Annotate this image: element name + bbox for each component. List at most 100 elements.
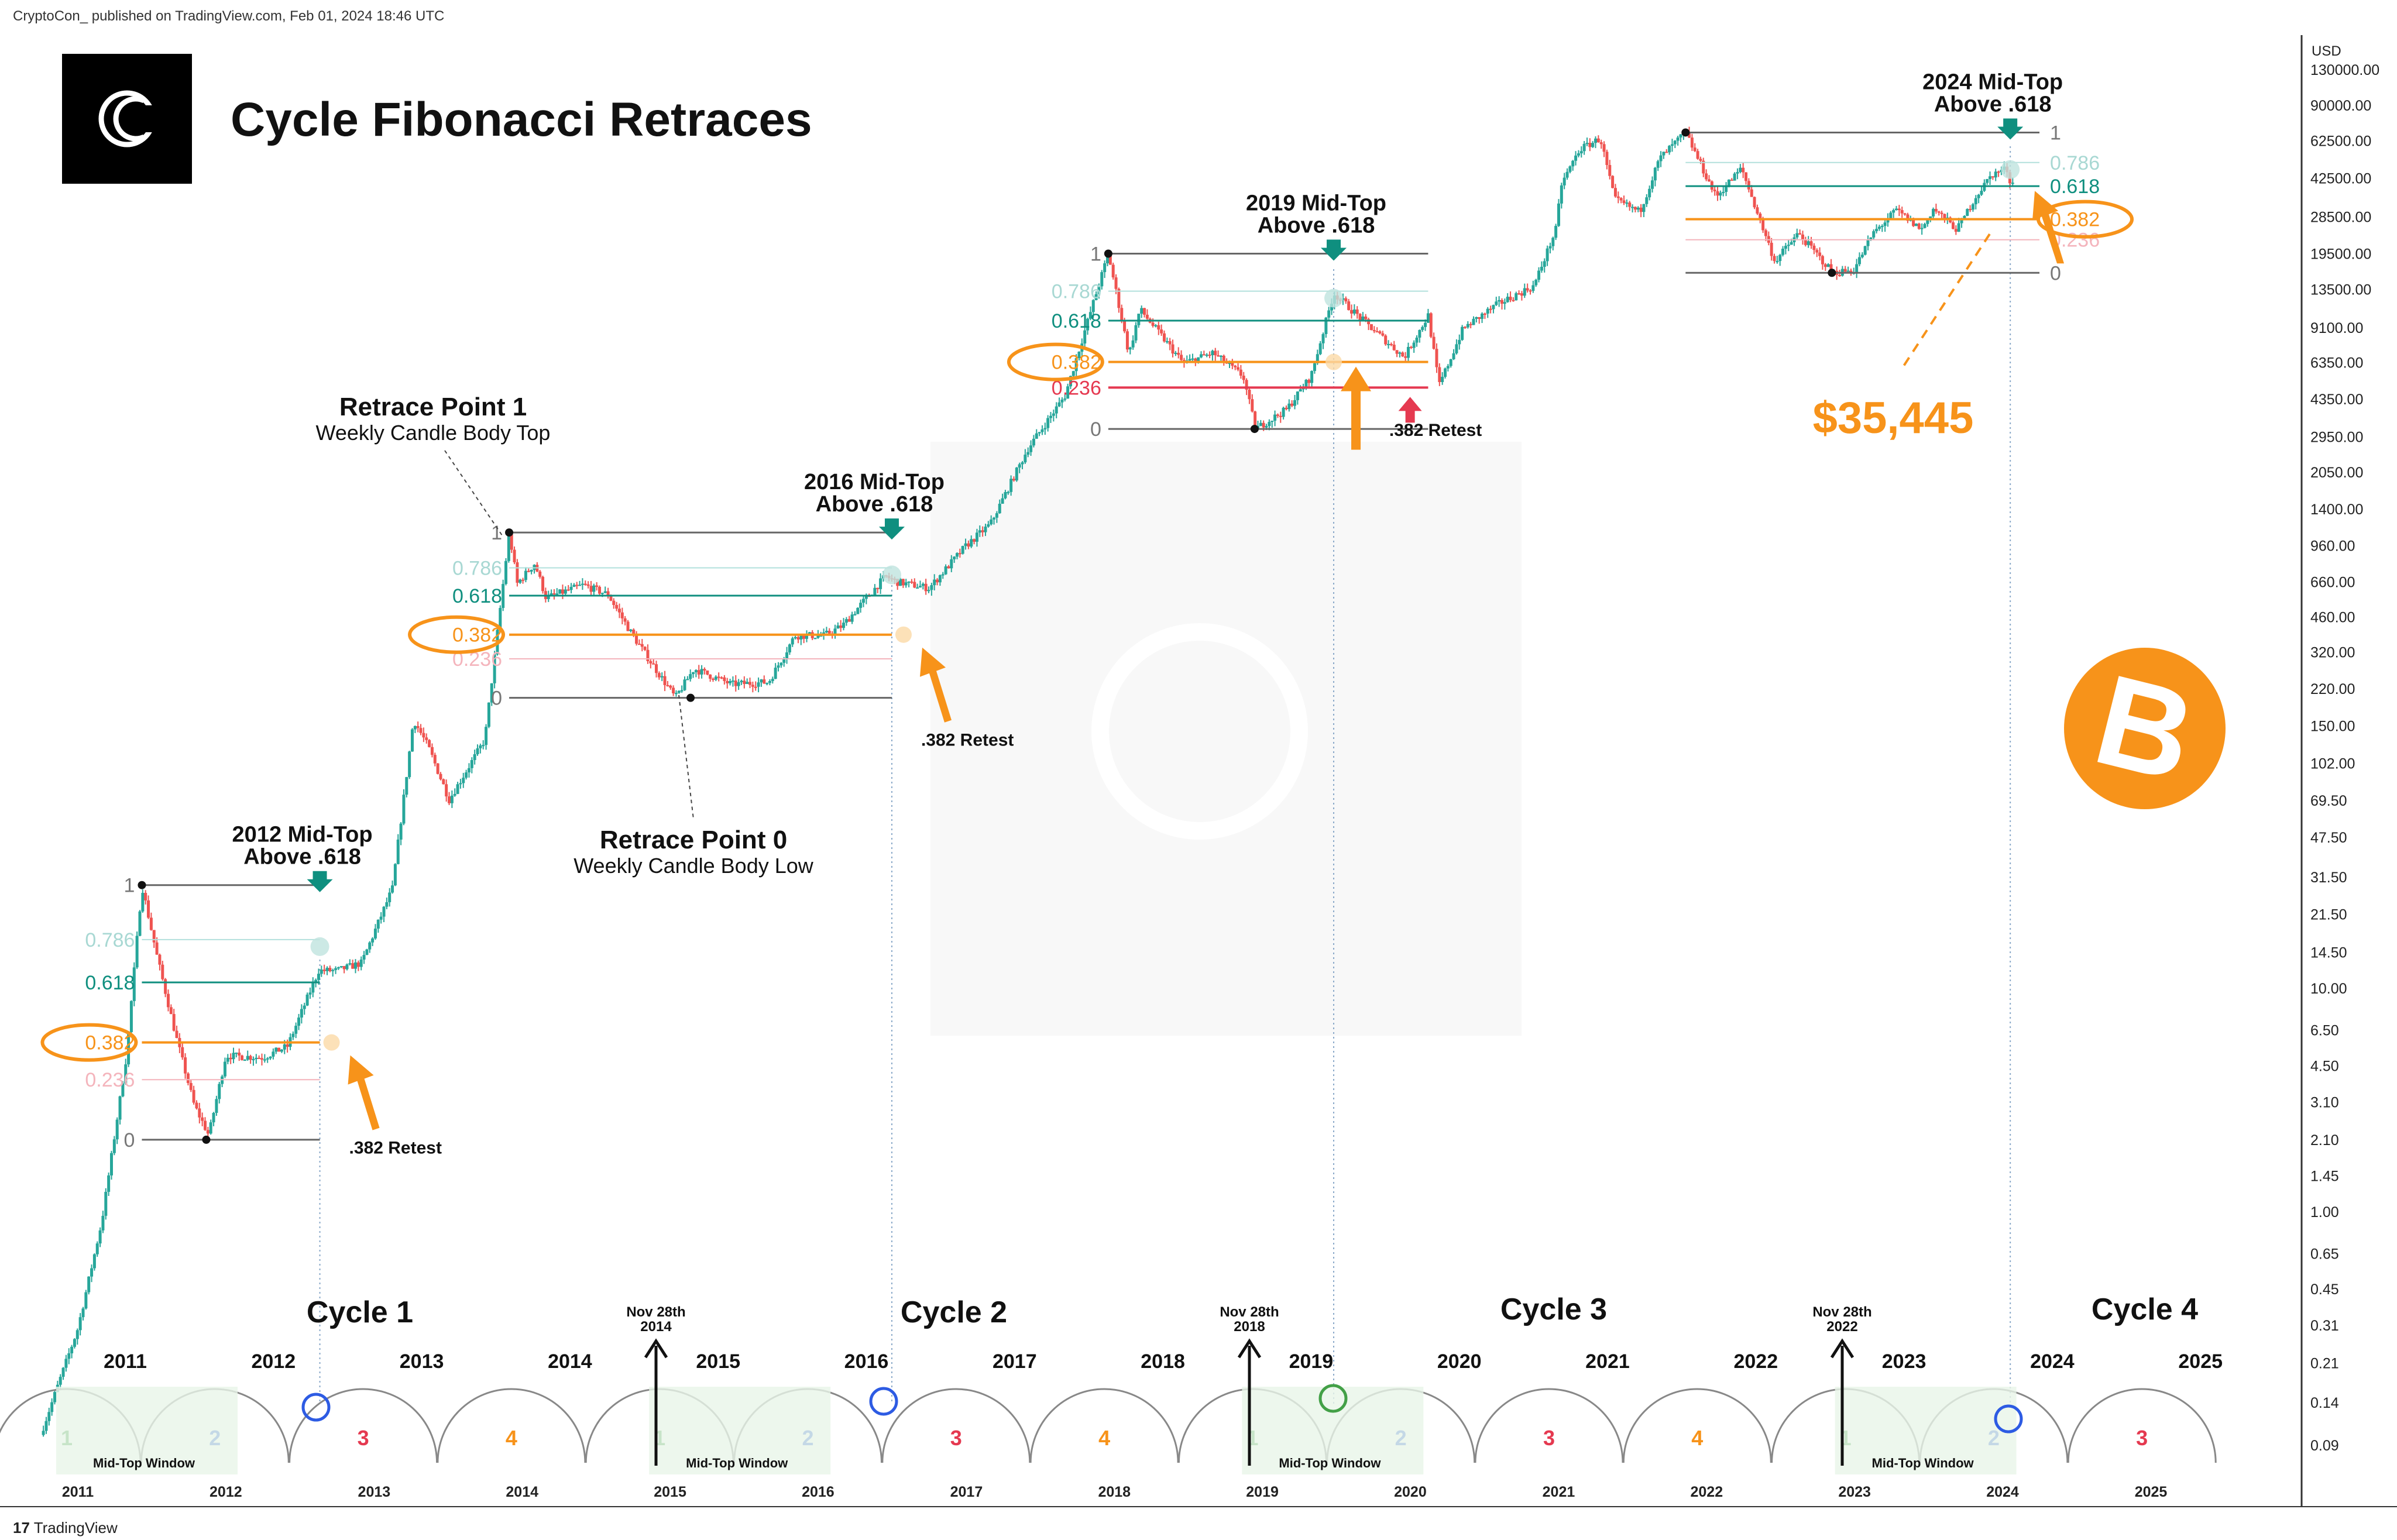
- candle-body: [1906, 214, 1910, 221]
- candle-body: [1969, 209, 1972, 211]
- candle-body: [1387, 343, 1390, 345]
- candle-body: [686, 679, 689, 680]
- candle-body: [138, 911, 142, 936]
- x-tick-label: 2018: [1098, 1484, 1131, 1500]
- candle-body: [1160, 329, 1163, 334]
- candle-body: [609, 596, 613, 601]
- candle-body: [189, 1082, 193, 1090]
- candle-body: [235, 1053, 238, 1054]
- candle-body: [339, 966, 343, 968]
- fib-level-label: 1: [1090, 243, 1101, 266]
- candle-body: [450, 795, 454, 803]
- candle-body: [1043, 428, 1047, 429]
- candle-body: [1986, 179, 1989, 183]
- candle-body: [955, 553, 959, 557]
- candle-body: [827, 631, 831, 634]
- candle-body: [1310, 371, 1314, 383]
- candle-body: [552, 593, 556, 595]
- candle-body: [1001, 498, 1004, 504]
- candle-body: [1628, 202, 1632, 207]
- candle-body: [1066, 386, 1070, 399]
- candle-body: [1097, 286, 1101, 294]
- candle-body: [765, 683, 769, 685]
- cycle-arc: [437, 1388, 586, 1463]
- candle-body: [1180, 355, 1183, 360]
- candle-body: [1857, 257, 1861, 264]
- candle-body: [87, 1276, 91, 1292]
- candle-body: [1197, 357, 1200, 363]
- candle-body: [356, 962, 360, 967]
- candle-body: [1435, 349, 1438, 367]
- candle-body: [606, 591, 610, 596]
- retest-marker: [895, 626, 912, 643]
- candle-body: [373, 929, 377, 939]
- candle-body: [1145, 314, 1149, 319]
- candle-body: [1917, 224, 1921, 229]
- y-tick-label: 0.45: [2310, 1281, 2339, 1298]
- candle-body: [1815, 250, 1819, 253]
- candle-body: [746, 682, 749, 685]
- candle-body: [243, 1060, 246, 1061]
- cycle-year-label: 2021: [1585, 1350, 1630, 1373]
- candle-body: [1977, 194, 1980, 198]
- candle-body: [612, 600, 616, 605]
- cycle-year-label: 2022: [1733, 1350, 1778, 1373]
- candle-body: [1421, 326, 1424, 330]
- candle-body: [1347, 301, 1351, 310]
- candle-body: [1228, 363, 1231, 365]
- candle-body: [1506, 297, 1509, 302]
- candle-body: [709, 674, 712, 679]
- candle-body: [78, 1317, 82, 1331]
- candle-body: [652, 663, 655, 665]
- candle-body: [425, 737, 428, 740]
- candle-body: [782, 658, 786, 663]
- candle-body: [1299, 389, 1302, 392]
- candle-body: [212, 1113, 215, 1123]
- arc-number: 3: [950, 1426, 962, 1450]
- candle-body: [42, 1431, 45, 1435]
- candle-body: [1994, 171, 1997, 178]
- candle-body: [637, 644, 641, 645]
- candle-body: [465, 772, 468, 778]
- candle-body: [1611, 176, 1615, 188]
- candle-body: [1293, 400, 1297, 406]
- up-arrow-icon: [1341, 366, 1372, 450]
- down-arrow-icon: [1997, 118, 2024, 140]
- candle-body: [555, 593, 559, 595]
- candle-body: [1007, 491, 1010, 493]
- cycle-title: Cycle 1: [307, 1295, 413, 1329]
- candle-body: [1367, 319, 1371, 325]
- candle-body: [249, 1056, 252, 1060]
- fib-level-label: 0.236: [85, 1069, 135, 1091]
- candle-body: [598, 586, 602, 594]
- candle-body: [152, 930, 156, 943]
- candle-body: [260, 1058, 263, 1060]
- candle-body: [294, 1026, 298, 1034]
- candle-body: [720, 677, 723, 679]
- candle-body: [1773, 256, 1776, 262]
- candle-body: [689, 674, 692, 679]
- y-tick-label: 14.50: [2310, 945, 2347, 961]
- y-tick-label: 0.31: [2310, 1318, 2339, 1334]
- candle-body: [1759, 214, 1762, 219]
- candle-body: [802, 634, 806, 639]
- candle-body: [629, 630, 633, 631]
- candle-body: [615, 604, 619, 609]
- candle-body: [1562, 177, 1566, 185]
- fib-level-label: 0.786: [1052, 281, 1101, 303]
- candle-body: [112, 1139, 116, 1153]
- y-tick-label: 6.50: [2310, 1023, 2339, 1039]
- y-tick-label: 69.50: [2310, 793, 2347, 809]
- watermark-panel: [930, 442, 1522, 1036]
- candle-body: [575, 585, 579, 586]
- candle-body: [1551, 238, 1555, 246]
- candle-body: [589, 586, 593, 592]
- mid-top-marker: [882, 565, 901, 585]
- candle-body: [1512, 300, 1515, 301]
- fib-level-label: 0.786: [85, 929, 135, 951]
- candle-body: [351, 963, 355, 969]
- candle-body: [1177, 352, 1180, 355]
- tradingview-footer[interactable]: 17 TradingView: [13, 1519, 118, 1537]
- candle-body: [1991, 176, 1994, 178]
